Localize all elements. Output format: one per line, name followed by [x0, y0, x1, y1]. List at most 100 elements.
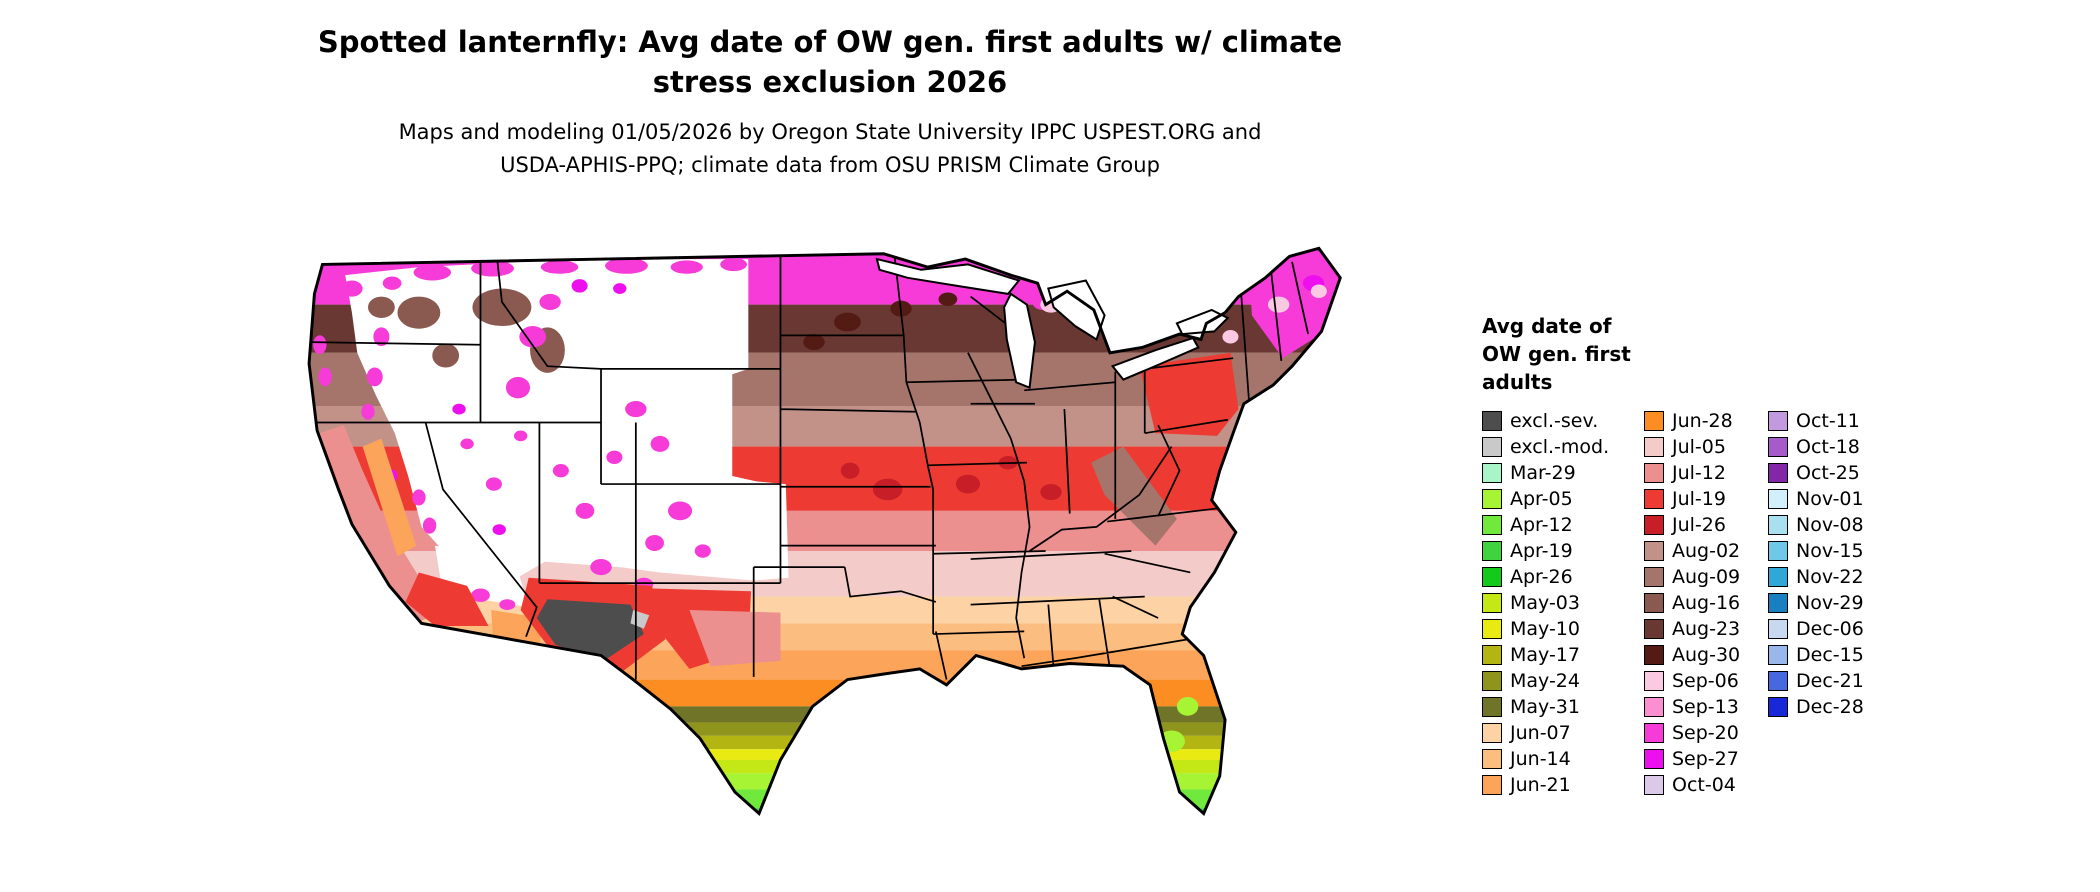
- legend-label: Aug-16: [1672, 592, 1741, 614]
- legend-swatch: [1768, 645, 1788, 665]
- legend-label: Aug-09: [1672, 566, 1741, 588]
- legend-entry: Dec-28: [1768, 694, 1864, 720]
- legend-swatch: [1768, 697, 1788, 717]
- legend-swatch: [1768, 619, 1788, 639]
- az-exclusion-severe: [536, 599, 644, 661]
- legend-swatch: [1644, 437, 1664, 457]
- legend-entry: Sep-20: [1644, 720, 1768, 746]
- map-legend: Avg date of OW gen. first adults excl.-sev…: [1482, 312, 2082, 798]
- legend-entry: Oct-18: [1768, 434, 1864, 460]
- legend-swatch: [1482, 411, 1502, 431]
- legend-swatch: [1482, 437, 1502, 457]
- legend-entry: Dec-15: [1768, 642, 1864, 668]
- legend-label: Jun-21: [1510, 774, 1571, 796]
- legend-entry: Oct-04: [1644, 772, 1768, 798]
- legend-entry: Dec-21: [1768, 668, 1864, 694]
- legend-label: Jul-26: [1672, 514, 1726, 536]
- legend-label: Oct-25: [1796, 462, 1860, 484]
- legend-entry: Apr-19: [1482, 538, 1644, 564]
- legend-label: Aug-02: [1672, 540, 1741, 562]
- us-choropleth-map: [218, 208, 1430, 882]
- legend-entry: Sep-13: [1644, 694, 1768, 720]
- page-subtitle-line2: USDA-APHIS-PPQ; climate data from OSU PR…: [500, 153, 1160, 177]
- legend-entry: Nov-29: [1768, 590, 1864, 616]
- legend-columns: excl.-sev. excl.-mod. Mar-29 Apr-05 Apr-12 Ap…: [1482, 408, 2082, 798]
- legend-entry: excl.-sev.: [1482, 408, 1644, 434]
- legend-swatch: [1644, 593, 1664, 613]
- legend-entry: May-10: [1482, 616, 1644, 642]
- appalachia-brown: [1091, 446, 1177, 546]
- legend-entry: Oct-11: [1768, 408, 1864, 434]
- ny-pa-red: [1139, 352, 1239, 436]
- legend-entry: May-31: [1482, 694, 1644, 720]
- legend-swatch: [1482, 593, 1502, 613]
- legend-swatch: [1644, 515, 1664, 535]
- legend-swatch: [1644, 645, 1664, 665]
- legend-label: Jul-19: [1672, 488, 1726, 510]
- legend-swatch: [1482, 515, 1502, 535]
- page-subtitle: Maps and modeling 01/05/2026 by Oregon S…: [0, 116, 1660, 182]
- legend-entry: Apr-26: [1482, 564, 1644, 590]
- mountain-west-nodata: [345, 259, 789, 581]
- legend-swatch: [1768, 671, 1788, 691]
- legend-label: Apr-26: [1510, 566, 1573, 588]
- ca-central-valley-orange: [362, 438, 417, 557]
- legend-label: May-03: [1510, 592, 1580, 614]
- page-title-line2: stress exclusion 2026: [652, 65, 1008, 99]
- legend-entry: Nov-22: [1768, 564, 1864, 590]
- legend-entry: Nov-15: [1768, 538, 1864, 564]
- legend-label: Jul-05: [1672, 436, 1726, 458]
- legend-entry: Apr-05: [1482, 486, 1644, 512]
- legend-swatch: [1644, 749, 1664, 769]
- legend-label: Jun-07: [1510, 722, 1571, 744]
- legend-swatch: [1768, 411, 1788, 431]
- legend-label: Apr-05: [1510, 488, 1573, 510]
- legend-label: Sep-13: [1672, 696, 1739, 718]
- legend-swatch: [1482, 671, 1502, 691]
- wtx-salmon: [689, 609, 781, 667]
- legend-entry: Aug-02: [1644, 538, 1768, 564]
- legend-swatch: [1482, 567, 1502, 587]
- legend-swatch: [1768, 489, 1788, 509]
- legend-label: Dec-21: [1796, 670, 1864, 692]
- legend-label: Mar-29: [1510, 462, 1576, 484]
- lake-michigan: [1003, 292, 1036, 390]
- legend-label: Dec-28: [1796, 696, 1864, 718]
- legend-label: Nov-08: [1796, 514, 1864, 536]
- legend-entry: Oct-25: [1768, 460, 1864, 486]
- legend-swatch: [1644, 671, 1664, 691]
- legend-entry: Aug-16: [1644, 590, 1768, 616]
- legend-entry: Jun-21: [1482, 772, 1644, 798]
- legend-entry: Sep-06: [1644, 668, 1768, 694]
- legend-swatch: [1768, 437, 1788, 457]
- legend-label: excl.-sev.: [1510, 410, 1599, 432]
- lake-superior: [875, 257, 1021, 295]
- legend-column-2: Jun-28 Jul-05 Jul-12 Jul-19 Jul-26 Aug-02 Aug-…: [1644, 408, 1768, 798]
- legend-entry: Aug-09: [1644, 564, 1768, 590]
- legend-title: Avg date of OW gen. first adults: [1482, 312, 2082, 396]
- legend-swatch: [1482, 541, 1502, 561]
- new-england-magenta: [1249, 248, 1341, 359]
- northwest-brown-mottle: [367, 288, 565, 373]
- page-subtitle-line1: Maps and modeling 01/05/2026 by Oregon S…: [398, 120, 1262, 144]
- legend-label: May-10: [1510, 618, 1580, 640]
- legend-entry: Jul-19: [1644, 486, 1768, 512]
- legend-swatch: [1482, 697, 1502, 717]
- legend-label: Oct-18: [1796, 436, 1860, 458]
- legend-label: Sep-20: [1672, 722, 1739, 744]
- socal-desert-nodata: [434, 545, 529, 608]
- legend-title-line: OW gen. first: [1482, 342, 1631, 366]
- map-fill-layers: [309, 248, 1341, 814]
- legend-swatch: [1482, 645, 1502, 665]
- legend-swatch: [1644, 775, 1664, 795]
- legend-label: Oct-11: [1796, 410, 1860, 432]
- map-header: Spotted lanternfly: Avg date of OW gen. …: [0, 22, 1660, 182]
- legend-entry: May-17: [1482, 642, 1644, 668]
- legend-label: Apr-19: [1510, 540, 1573, 562]
- legend-swatch: [1482, 489, 1502, 509]
- legend-entry: May-24: [1482, 668, 1644, 694]
- legend-label: Jun-14: [1510, 748, 1571, 770]
- legend-entry: Jul-12: [1644, 460, 1768, 486]
- legend-swatch: [1644, 411, 1664, 431]
